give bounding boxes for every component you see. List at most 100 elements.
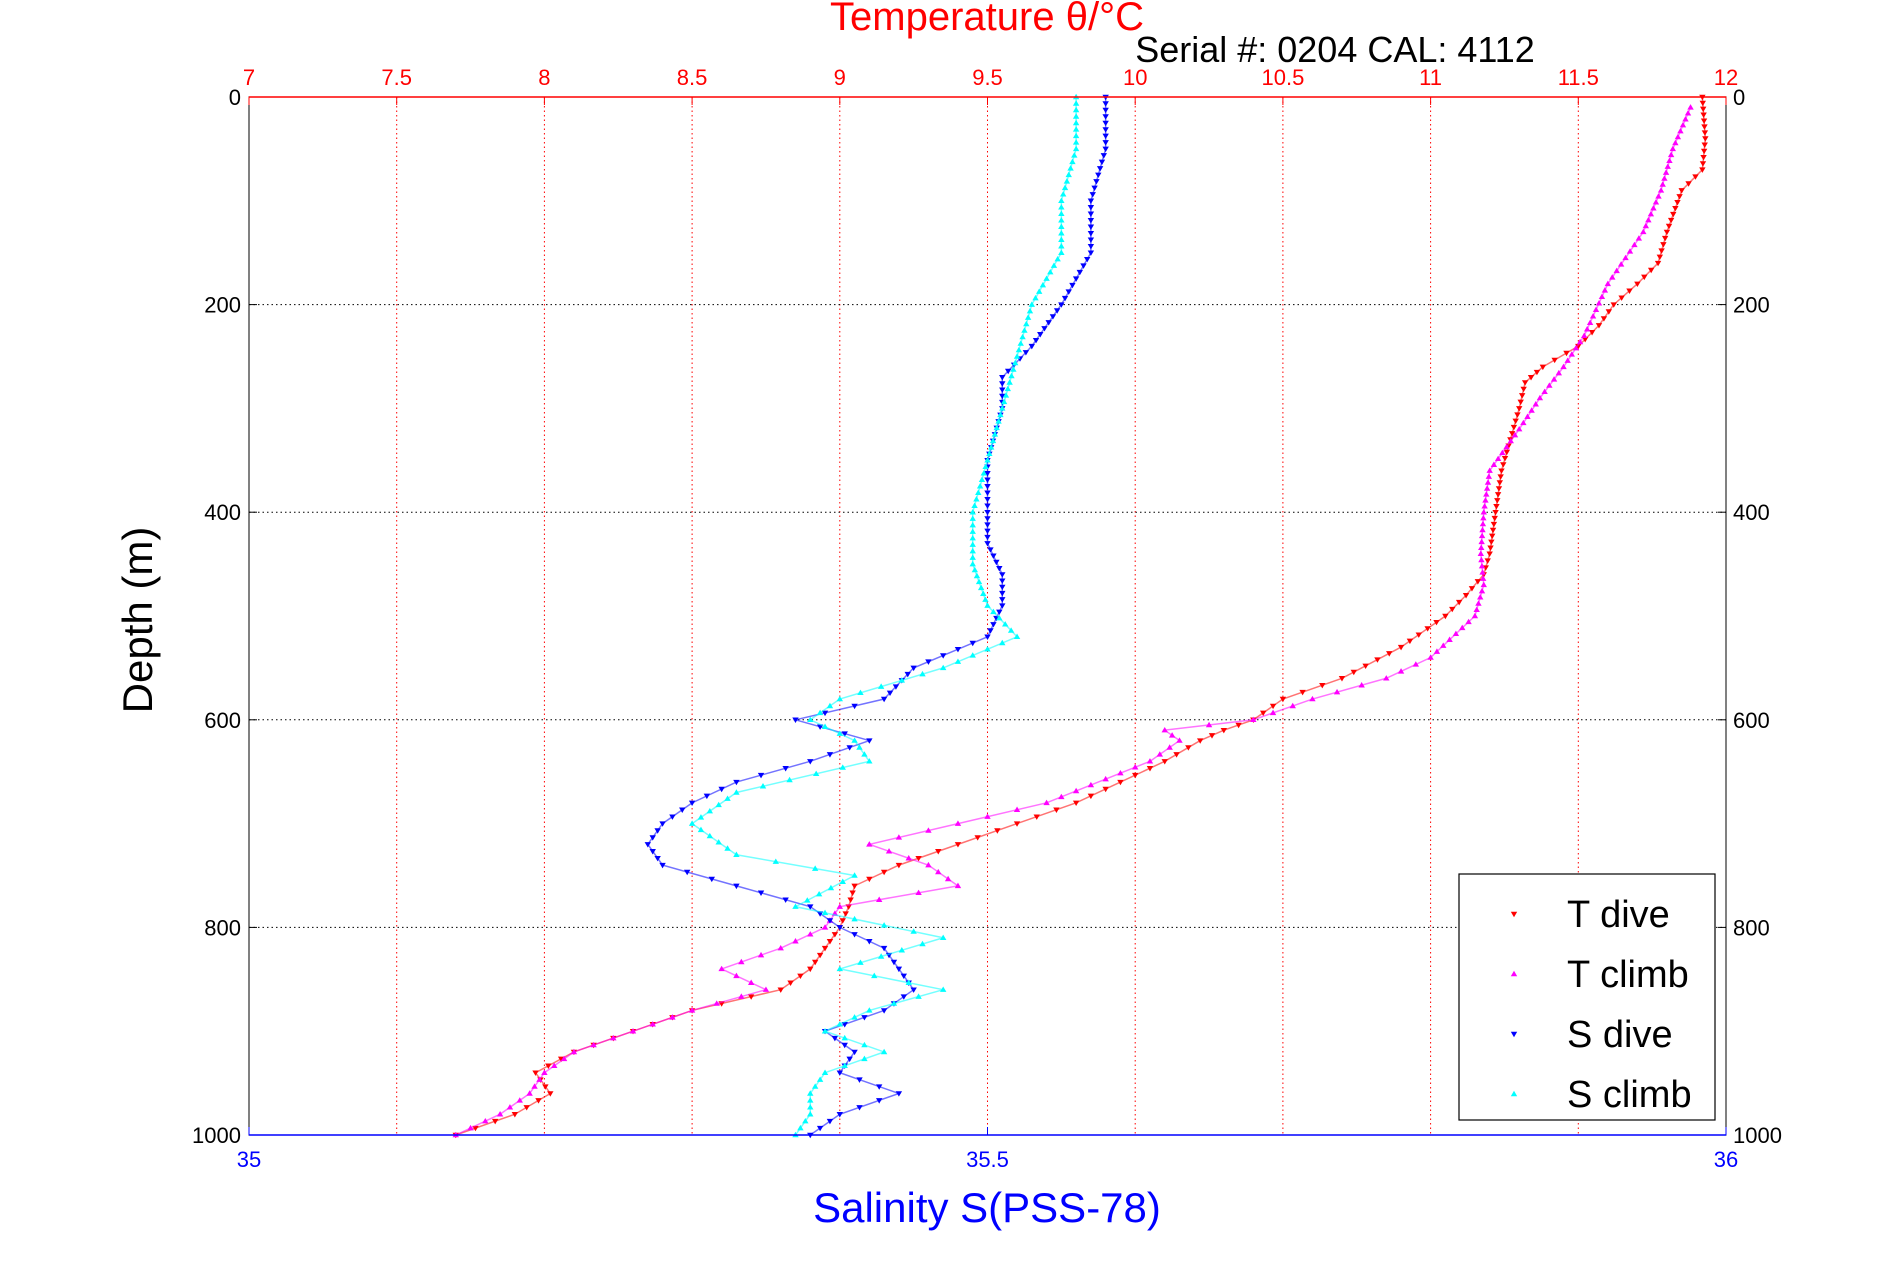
data-point-t-climb [1592,306,1600,313]
data-point-t-climb [1511,431,1519,438]
data-point-s-climb [1069,158,1076,165]
data-point-t-dive [1610,302,1617,308]
data-point-s-dive [659,862,666,869]
data-point-t-climb [1478,556,1485,563]
data-point-s-climb [919,670,926,677]
data-point-s-climb [807,1097,814,1103]
data-point-t-dive [1279,696,1287,703]
data-point-s-climb [836,730,843,736]
data-point-s-climb [939,934,947,941]
data-point-s-climb [939,664,947,671]
data-point-s-climb [697,826,705,833]
data-point-s-climb [807,1111,814,1117]
data-point-t-dive [866,876,873,883]
data-point-s-dive [984,471,991,477]
chart-title: Temperature θ/°C [830,0,1144,39]
data-point-s-dive [999,584,1006,591]
data-point-t-dive [491,1118,499,1125]
data-point-s-climb [971,566,979,573]
data-point-s-dive [999,393,1006,400]
data-point-s-dive [1102,114,1109,120]
data-point-t-dive [1520,386,1527,393]
data-point-s-climb [977,584,985,591]
data-point-s-climb [815,890,823,897]
data-point-s-climb [1061,184,1069,191]
data-point-t-dive [1235,722,1242,729]
data-point-s-dive [821,710,829,717]
data-point-s-climb [986,450,993,457]
data-point-s-dive [1093,179,1100,185]
data-point-s-climb [980,470,988,476]
data-point-s-climb [1058,204,1065,210]
data-point-s-dive [1102,146,1109,153]
data-point-t-dive [1701,130,1709,136]
data-point-s-climb [772,858,779,864]
data-point-t-climb [1176,737,1183,743]
top-axis-tick-label: 8.5 [677,65,708,90]
data-point-t-climb [1674,133,1682,140]
data-point-s-climb [1072,126,1080,132]
data-point-t-climb [1483,491,1490,497]
data-point-s-dive [984,534,991,541]
data-point-t-climb [944,875,952,882]
data-point-s-climb [1000,398,1008,405]
data-point-t-climb [1289,702,1296,709]
data-point-t-climb [1652,199,1660,205]
data-point-s-dive [1061,295,1069,302]
data-point-s-dive [1087,198,1095,204]
data-point-s-climb [827,884,835,891]
data-point-s-climb [969,528,976,534]
data-point-t-climb [738,993,745,999]
legend-marker-icon [1510,1090,1518,1097]
data-point-s-climb [1023,320,1030,327]
data-point-s-climb [990,608,997,615]
data-point-s-climb [1028,301,1036,307]
data-point-t-climb [1479,569,1486,575]
data-point-s-climb [804,897,811,903]
data-point-t-climb [1452,630,1460,637]
data-point-s-climb [1072,132,1080,139]
data-point-t-dive [1654,260,1662,267]
data-point-s-dive [1065,289,1072,295]
data-point-t-climb [688,1007,696,1013]
data-point-t-climb [1250,716,1257,723]
data-point-t-dive [1658,248,1665,254]
data-point-t-climb [1659,181,1666,187]
data-point-s-dive [1004,368,1012,375]
top-axis-tick-label: 10.5 [1261,65,1304,90]
data-point-s-climb [811,865,819,871]
data-point-t-climb [1473,606,1480,613]
data-point-t-dive [1672,205,1679,212]
data-point-s-dive [904,671,911,678]
data-point-t-dive [1033,814,1040,820]
data-point-t-climb [1640,228,1647,235]
data-point-s-dive [708,876,715,883]
data-point-s-climb [706,807,714,814]
data-point-t-climb [1483,485,1491,491]
data-point-t-climb [516,1097,523,1103]
data-point-t-dive [1117,779,1124,786]
data-point-t-dive [1700,154,1707,161]
data-point-s-climb [715,839,722,845]
data-point-t-dive [1676,194,1683,200]
data-point-s-climb [975,489,982,495]
data-point-t-climb [1480,509,1487,515]
data-point-s-climb [999,405,1006,411]
data-point-t-dive [535,1098,542,1104]
data-point-t-climb [1477,550,1485,556]
data-point-s-dive [831,1035,839,1042]
data-point-s-dive [1076,269,1084,276]
data-point-s-climb [976,483,984,489]
data-point-s-climb [969,554,976,560]
data-point-t-climb [1503,443,1510,450]
data-point-s-dive [1087,243,1095,250]
right-axis-tick-label: 800 [1733,915,1770,940]
data-point-t-dive [1406,638,1414,645]
data-point-t-climb [1102,775,1109,782]
data-point-t-dive [1508,431,1516,437]
data-point-t-dive [1374,657,1381,663]
data-point-t-dive [1132,772,1139,779]
data-point-s-dive [984,477,991,483]
data-point-s-dive [856,1077,863,1083]
data-point-t-dive [1491,515,1498,522]
